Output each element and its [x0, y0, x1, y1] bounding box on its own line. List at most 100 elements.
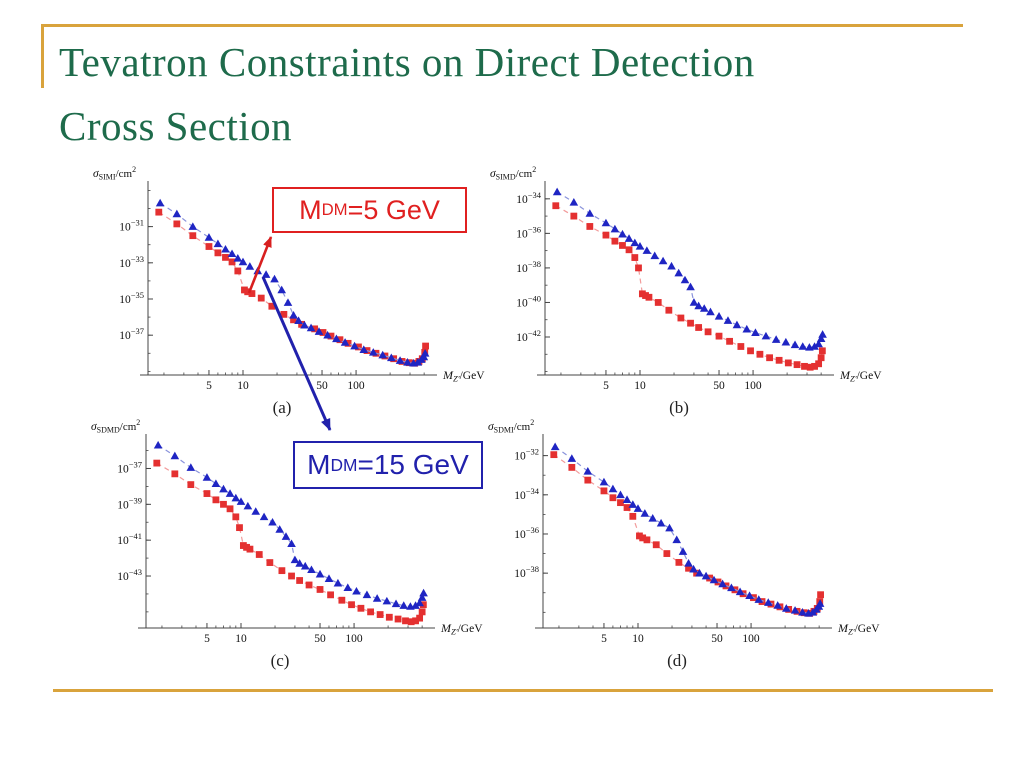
triangle-marker — [362, 590, 372, 599]
square-marker — [266, 559, 274, 566]
x-tick-label: 50 — [316, 380, 328, 392]
y-axis-label: σSDMI/cm2 — [488, 418, 534, 435]
triangle-marker — [665, 523, 674, 532]
triangle-marker — [818, 330, 827, 338]
square-marker — [635, 264, 642, 272]
square-marker — [675, 558, 683, 566]
square-marker — [623, 504, 631, 511]
triangle-marker — [714, 311, 724, 320]
square-marker — [806, 363, 814, 371]
triangle-marker — [816, 334, 826, 343]
triangle-marker — [382, 596, 392, 605]
square-marker — [236, 524, 243, 532]
square-marker — [187, 481, 195, 489]
square-marker — [336, 336, 344, 344]
square-marker — [652, 541, 660, 549]
square-marker — [784, 359, 792, 367]
triangle-marker — [745, 591, 754, 599]
triangle-marker — [243, 501, 253, 510]
square-marker — [639, 534, 647, 542]
triangle-marker — [419, 588, 428, 597]
triangle-marker — [633, 504, 643, 512]
square-marker — [367, 608, 374, 616]
square-marker — [288, 572, 295, 580]
annotation-box-mdm15: M DM =15 GeV — [293, 441, 483, 489]
y-tick-label: 10−37 — [117, 459, 142, 475]
triangle-marker — [295, 559, 304, 567]
triangle-marker — [300, 561, 310, 570]
triangle-marker — [583, 466, 593, 475]
square-marker — [338, 596, 346, 604]
triangle-marker — [656, 518, 666, 527]
square-marker — [619, 242, 626, 249]
square-marker — [693, 569, 701, 577]
square-marker — [663, 550, 671, 557]
square-marker — [419, 601, 427, 609]
square-marker — [631, 254, 639, 261]
y-tick-label: 10−38 — [514, 564, 539, 580]
mdm5-label-rest: =5 GeV — [347, 194, 440, 225]
triangle-marker — [723, 316, 733, 324]
plot-c: 5 10 50 100 10−37 10−39 10−41 10−43 σSDMD/cm2 MZ′… — [91, 418, 483, 670]
square-marker — [153, 459, 161, 467]
triangle-marker — [170, 451, 180, 460]
triangle-marker — [340, 338, 350, 346]
square-marker — [793, 361, 801, 369]
triangle-marker — [552, 187, 562, 196]
triangle-marker — [618, 229, 627, 238]
square-marker — [232, 513, 240, 521]
triangle-marker — [225, 489, 235, 497]
triangle-marker — [324, 574, 334, 583]
square-marker — [189, 232, 197, 240]
plot-d: 5 10 50 100 10−32 10−34 10−36 10−38 σSDMI/cm2 MZ′… — [488, 418, 880, 670]
triangle-marker — [608, 484, 618, 493]
square-marker — [244, 288, 252, 296]
y-tick-label: 10−39 — [117, 495, 142, 511]
triangle-marker — [701, 571, 711, 580]
plot-b: 5 10 50 100 10−34 10−36 10−38 10−40 10−42 σSIMD/c… — [490, 165, 882, 417]
square-marker — [654, 299, 662, 306]
triangle-marker — [238, 257, 248, 266]
triangle-marker — [790, 340, 800, 349]
triangle-marker — [782, 604, 791, 612]
square-marker — [685, 564, 692, 572]
square-marker — [687, 319, 694, 327]
square-marker — [766, 354, 773, 362]
square-marker — [376, 611, 384, 618]
y-axis-label: σSDMD/cm2 — [91, 418, 140, 435]
triangle-marker — [289, 310, 298, 319]
square-marker — [602, 231, 610, 239]
triangle-marker — [202, 473, 212, 481]
triangle-marker — [742, 324, 752, 333]
triangle-marker — [213, 239, 223, 248]
chart-panel-b: 5 10 50 100 10−34 10−36 10−38 10−40 10−42 σSIMD/c… — [482, 160, 882, 428]
triangle-marker — [359, 345, 369, 353]
triangle-marker — [689, 298, 699, 306]
square-marker — [357, 604, 365, 612]
y-tick-label: 10−33 — [119, 254, 144, 270]
triangle-marker — [290, 555, 300, 564]
triangle-marker — [372, 594, 382, 602]
x-tick-label: 100 — [742, 633, 760, 645]
square-marker — [737, 343, 745, 350]
mdm15-label-main: M — [307, 449, 331, 480]
y-tick-label: 10−32 — [514, 447, 539, 463]
square-marker — [817, 591, 824, 599]
triangle-marker — [251, 507, 261, 515]
square-marker — [155, 208, 163, 216]
square-marker — [348, 601, 355, 609]
slide-title-line2: Cross Section — [59, 103, 293, 149]
square-marker — [173, 220, 181, 228]
square-marker — [248, 290, 256, 297]
triangle-marker — [221, 244, 230, 253]
triangle-marker — [810, 342, 819, 350]
triangle-marker — [283, 298, 293, 306]
square-marker — [402, 617, 409, 625]
square-marker — [695, 324, 703, 331]
triangle-marker — [798, 608, 807, 616]
square-marker — [205, 243, 213, 250]
square-marker — [214, 249, 222, 257]
x-tick-label: 10 — [632, 633, 644, 645]
series-line-triangle — [554, 446, 821, 614]
square-marker — [246, 545, 254, 553]
